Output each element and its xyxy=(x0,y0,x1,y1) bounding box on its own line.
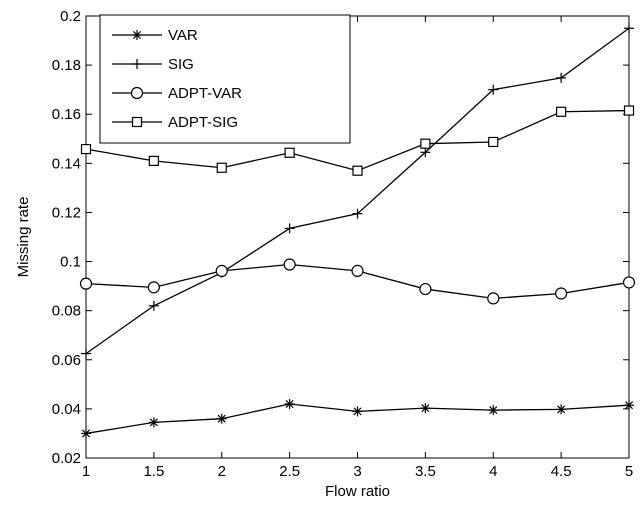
data-point xyxy=(623,105,635,116)
y-tick-label: 0.08 xyxy=(52,303,81,320)
data-point xyxy=(351,264,364,277)
data-point xyxy=(556,106,567,117)
data-point xyxy=(148,300,159,311)
data-point xyxy=(284,223,295,234)
data-point xyxy=(352,208,363,219)
data-point xyxy=(488,84,499,95)
legend-item: VAR xyxy=(112,27,198,44)
legend-item: ADPT-SIG xyxy=(112,114,238,131)
data-point xyxy=(488,405,499,416)
data-point xyxy=(624,23,634,34)
data-point xyxy=(352,165,363,176)
y-tick-label: 0.16 xyxy=(52,106,81,123)
y-tick-label: 0.14 xyxy=(52,155,81,172)
legend-item: ADPT-VAR xyxy=(112,85,242,102)
legend: VAR SIG ADPT-VAR ADPT-SIG xyxy=(99,14,351,144)
data-point xyxy=(419,282,432,296)
series-adpt-var xyxy=(79,258,636,305)
y-tick-label: 0.12 xyxy=(52,204,81,221)
series-adpt-sig xyxy=(80,105,635,176)
legend-marker xyxy=(132,59,142,69)
data-point xyxy=(555,287,568,300)
y-axis-label: Missing rate xyxy=(15,197,32,278)
legend-label: ADPT-SIG xyxy=(168,114,238,131)
legend-marker xyxy=(130,86,144,100)
series-layer xyxy=(79,23,636,439)
data-point xyxy=(487,292,500,305)
axis-ticks: 1 1.5 2 2.5 3 3.5 4 4.5 5 0.02 0.04 0.06 0.08 0.1 0.12… xyxy=(52,8,633,480)
x-tick-label: 2 xyxy=(218,463,226,480)
data-point xyxy=(80,143,92,155)
data-point xyxy=(556,404,567,415)
x-tick-label: 3.5 xyxy=(415,463,436,480)
y-tick-label: 0.04 xyxy=(52,401,81,418)
data-point xyxy=(556,72,567,83)
data-point xyxy=(352,406,363,417)
data-point xyxy=(284,147,295,158)
data-point xyxy=(216,162,227,173)
x-tick-label: 4 xyxy=(489,463,497,480)
data-point xyxy=(147,281,160,294)
data-point xyxy=(148,155,159,166)
y-tick-label: 0.1 xyxy=(60,254,81,271)
legend-label: SIG xyxy=(168,56,194,73)
data-point xyxy=(622,276,636,289)
x-tick-label: 1.5 xyxy=(143,463,164,480)
legend-item: SIG xyxy=(112,56,194,73)
legend-marker xyxy=(131,116,143,128)
series-var xyxy=(81,398,634,439)
y-tick-label: 0.18 xyxy=(52,57,81,74)
data-point xyxy=(148,417,159,428)
y-tick-label: 0.2 xyxy=(60,8,81,25)
data-point xyxy=(488,136,499,148)
legend-marker xyxy=(132,30,142,40)
data-point xyxy=(284,398,295,409)
data-point xyxy=(624,400,634,411)
data-point xyxy=(283,258,296,271)
data-point xyxy=(215,264,228,277)
legend-label: ADPT-VAR xyxy=(168,85,242,102)
data-point xyxy=(81,348,91,359)
x-tick-label: 1 xyxy=(82,463,90,480)
x-tick-label: 5 xyxy=(625,463,633,480)
x-tick-label: 4.5 xyxy=(551,463,572,480)
data-point xyxy=(420,147,431,158)
series-sig xyxy=(81,23,634,359)
x-tick-label: 2.5 xyxy=(279,463,300,480)
x-tick-label: 3 xyxy=(353,463,361,480)
y-tick-label: 0.02 xyxy=(52,450,81,467)
x-axis-label: Flow ratio xyxy=(325,483,390,500)
data-point xyxy=(420,403,431,414)
data-point xyxy=(420,138,431,149)
y-tick-label: 0.06 xyxy=(52,352,81,369)
data-point xyxy=(81,428,91,439)
data-point xyxy=(216,413,227,424)
data-point xyxy=(79,277,93,290)
legend-label: VAR xyxy=(168,27,198,44)
